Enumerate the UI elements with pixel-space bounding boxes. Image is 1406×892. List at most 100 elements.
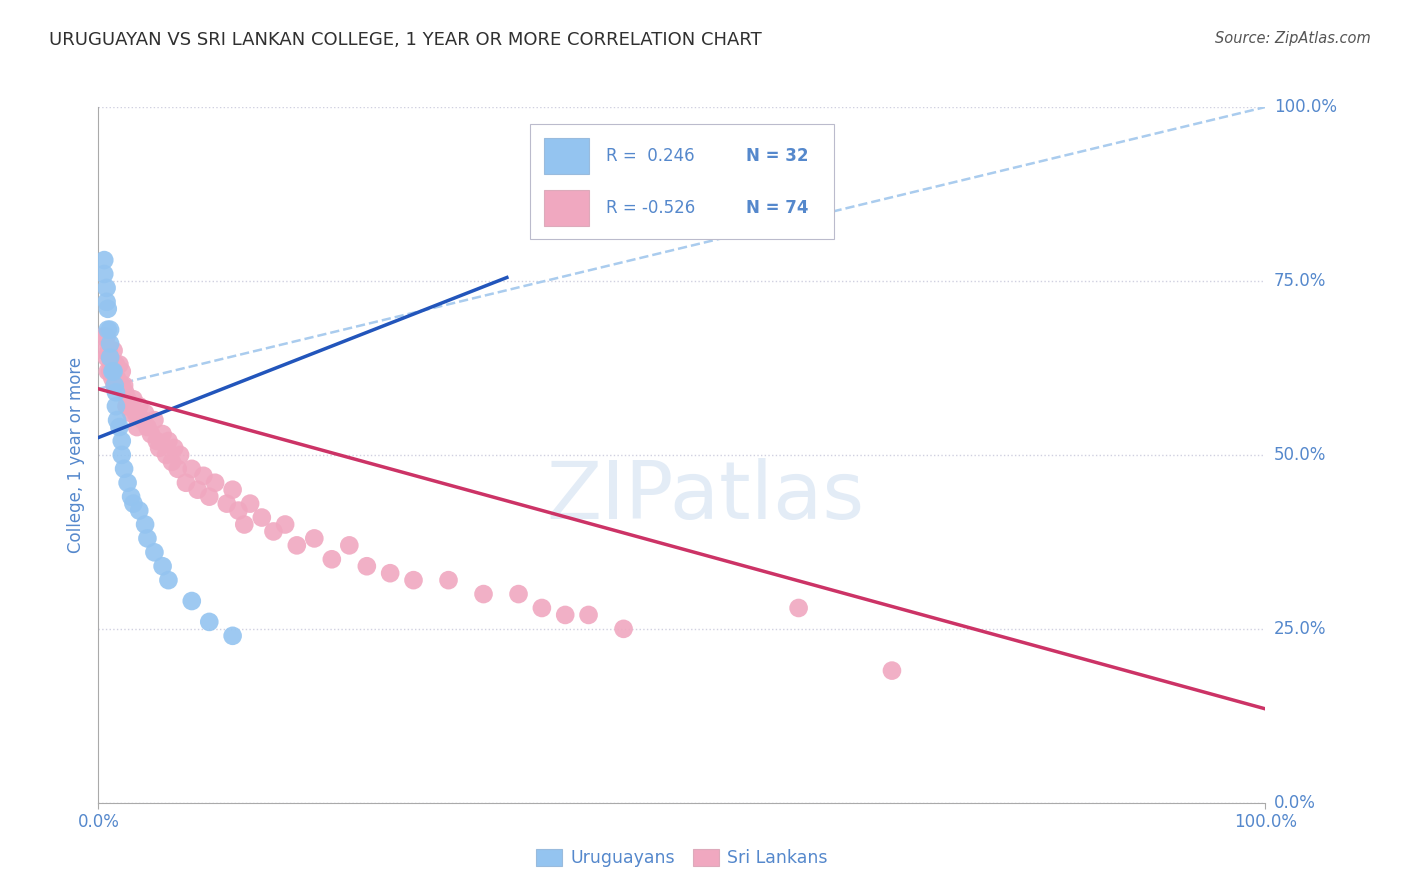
- Y-axis label: College, 1 year or more: College, 1 year or more: [67, 357, 86, 553]
- Point: [136, 420, 159, 434]
- Text: URUGUAYAN VS SRI LANKAN COLLEGE, 1 YEAR OR MORE CORRELATION CHART: URUGUAYAN VS SRI LANKAN COLLEGE, 1 YEAR …: [49, 31, 762, 49]
- Point: [472, 587, 495, 601]
- Point: [111, 364, 134, 378]
- Text: R = -0.526: R = -0.526: [606, 199, 696, 217]
- Point: [117, 475, 139, 490]
- Point: [134, 406, 156, 420]
- Point: [103, 364, 125, 378]
- Point: [117, 392, 139, 407]
- Point: [108, 420, 131, 434]
- Point: [125, 420, 148, 434]
- Point: [104, 358, 127, 372]
- Point: [120, 490, 142, 504]
- Point: [128, 503, 150, 517]
- Point: [98, 351, 121, 365]
- Point: [111, 448, 134, 462]
- Point: [508, 587, 530, 601]
- Point: [239, 497, 262, 511]
- Point: [97, 301, 120, 316]
- Point: [97, 343, 120, 358]
- Point: [204, 475, 226, 490]
- Point: [111, 434, 134, 448]
- Point: [146, 434, 169, 448]
- Point: [114, 385, 136, 400]
- Point: [98, 351, 121, 365]
- Point: [198, 490, 221, 504]
- Point: [132, 413, 155, 427]
- Point: [157, 434, 180, 448]
- Point: [98, 364, 121, 378]
- Point: [104, 378, 127, 392]
- Point: [378, 566, 402, 581]
- Point: [97, 364, 120, 378]
- Point: [880, 664, 903, 678]
- Point: [337, 538, 360, 552]
- Text: 25.0%: 25.0%: [1274, 620, 1326, 638]
- Point: [285, 538, 308, 552]
- Point: [221, 629, 243, 643]
- Point: [128, 399, 150, 413]
- Point: [163, 441, 186, 455]
- Point: [96, 281, 118, 295]
- Point: [110, 378, 132, 392]
- Point: [155, 448, 177, 462]
- Point: [100, 358, 122, 372]
- Point: [304, 532, 326, 546]
- Point: [115, 399, 138, 413]
- Point: [134, 517, 156, 532]
- Point: [554, 607, 576, 622]
- Point: [578, 607, 600, 622]
- Point: [112, 378, 135, 392]
- Text: 0.0%: 0.0%: [1274, 794, 1316, 812]
- Point: [152, 427, 174, 442]
- Point: [120, 406, 142, 420]
- Point: [98, 336, 121, 351]
- FancyBboxPatch shape: [544, 190, 589, 226]
- Point: [187, 483, 209, 497]
- Point: [612, 622, 634, 636]
- Point: [530, 162, 553, 177]
- Point: [93, 267, 115, 281]
- Point: [101, 364, 124, 378]
- Point: [136, 532, 159, 546]
- Point: [530, 601, 553, 615]
- Point: [104, 378, 127, 392]
- Point: [125, 406, 148, 420]
- Point: [108, 358, 131, 372]
- Text: ZIPatlas: ZIPatlas: [546, 458, 865, 536]
- Point: [228, 503, 250, 517]
- Point: [101, 371, 124, 385]
- Point: [104, 385, 127, 400]
- Point: [143, 545, 166, 559]
- Point: [180, 462, 202, 476]
- Point: [118, 399, 141, 413]
- Point: [143, 413, 166, 427]
- Point: [174, 475, 197, 490]
- Point: [193, 468, 215, 483]
- Text: R =  0.246: R = 0.246: [606, 147, 695, 165]
- Point: [96, 351, 118, 365]
- Point: [166, 462, 188, 476]
- Point: [321, 552, 343, 566]
- Point: [122, 497, 145, 511]
- Point: [157, 573, 180, 587]
- Point: [122, 392, 145, 407]
- Point: [97, 323, 120, 337]
- Point: [91, 329, 114, 343]
- Text: 50.0%: 50.0%: [1274, 446, 1326, 464]
- Text: N = 74: N = 74: [747, 199, 808, 217]
- Point: [787, 601, 810, 615]
- Point: [198, 615, 221, 629]
- Point: [148, 441, 170, 455]
- Point: [107, 378, 129, 392]
- Point: [402, 573, 425, 587]
- Text: Source: ZipAtlas.com: Source: ZipAtlas.com: [1215, 31, 1371, 46]
- Point: [233, 517, 256, 532]
- Point: [169, 448, 191, 462]
- Point: [111, 378, 134, 392]
- Point: [103, 343, 125, 358]
- Point: [139, 427, 162, 442]
- Legend: Uruguayans, Sri Lankans: Uruguayans, Sri Lankans: [529, 842, 835, 874]
- FancyBboxPatch shape: [544, 138, 589, 174]
- Point: [96, 294, 118, 309]
